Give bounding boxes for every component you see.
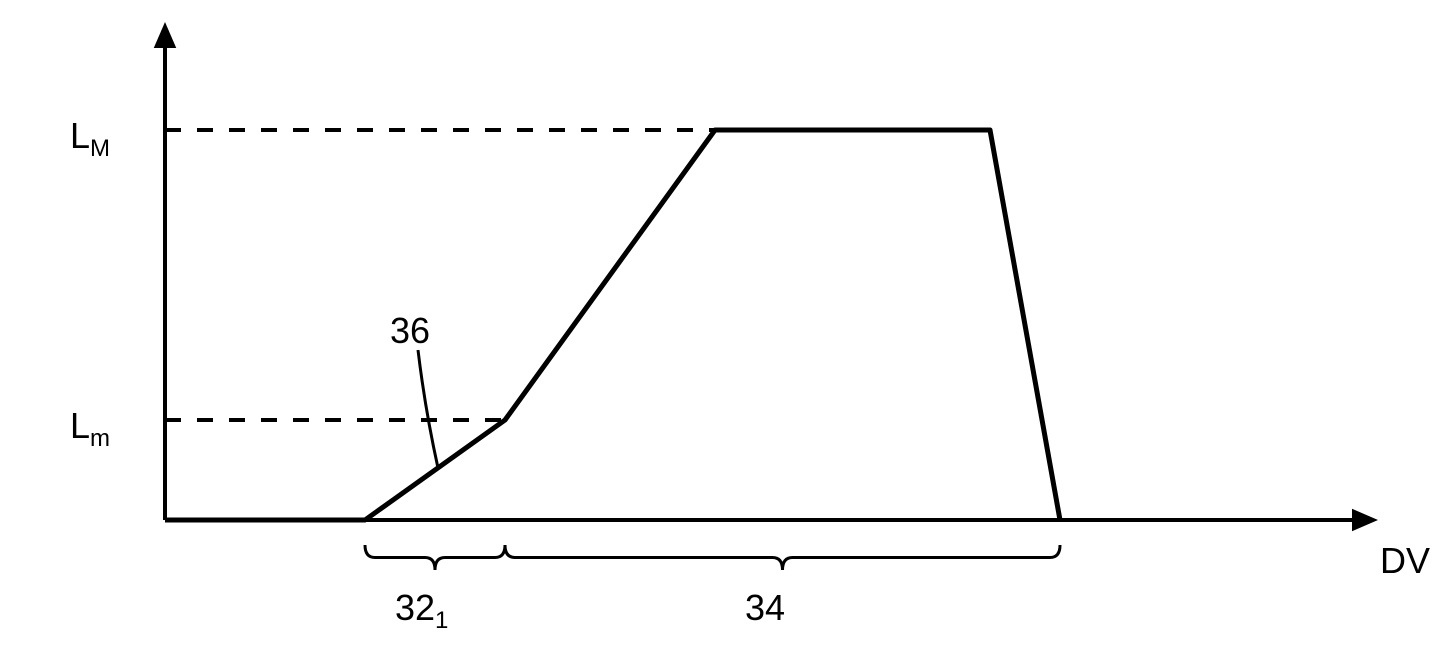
x-axis-label: DV xyxy=(1380,540,1430,582)
bracket-sub-0: 1 xyxy=(435,607,448,634)
diagram-container: LM Lm DV 36 321 34 xyxy=(0,0,1451,652)
y-tick-label-Lm: Lm xyxy=(70,405,110,453)
callout-label-36: 36 xyxy=(390,310,430,352)
y-tick-main-0: L xyxy=(70,115,90,156)
callout-text-0: 36 xyxy=(390,310,430,351)
bracket-label-34: 34 xyxy=(745,587,785,635)
y-tick-sub-1: m xyxy=(90,425,110,452)
diagram-svg xyxy=(0,0,1451,652)
bracket-label-32-1: 321 xyxy=(395,587,448,635)
bracket-main-1: 34 xyxy=(745,587,785,628)
x-axis-label-text: DV xyxy=(1380,540,1430,581)
bracket-main-0: 32 xyxy=(395,587,435,628)
y-tick-main-1: L xyxy=(70,405,90,446)
y-tick-label-LM: LM xyxy=(70,115,110,163)
y-tick-sub-0: M xyxy=(90,135,110,162)
